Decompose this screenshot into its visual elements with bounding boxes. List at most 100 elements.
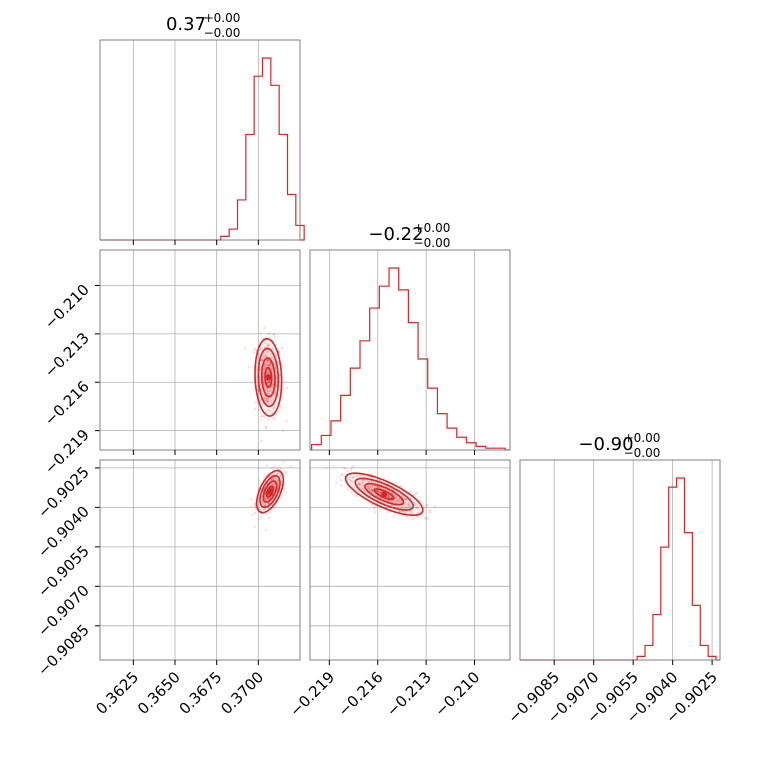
scatter-point [253, 505, 257, 508]
scatter-point [404, 497, 408, 501]
scatter-point [428, 509, 432, 512]
scatter-point [275, 473, 278, 476]
scatter-point [266, 364, 270, 368]
scatter-point [266, 358, 269, 361]
scatter-point [267, 408, 270, 412]
scatter-point [265, 363, 269, 366]
scatter-point [387, 499, 390, 502]
scatter-point [268, 362, 272, 365]
scatter-point [261, 500, 264, 503]
scatter-point [257, 518, 261, 521]
scatter-point [265, 362, 268, 365]
scatter-point [412, 493, 415, 497]
scatter-point [253, 503, 256, 506]
scatter-point [279, 467, 282, 470]
scatter-point [275, 376, 278, 380]
density-peak [265, 374, 272, 381]
scatter-point [272, 466, 276, 469]
scatter-point [368, 486, 371, 489]
scatter-point [275, 353, 278, 357]
scatter-point [276, 480, 279, 483]
scatter-point [374, 504, 377, 508]
scatter-point [269, 356, 273, 360]
scatter-point [265, 399, 268, 402]
scatter-point [264, 364, 267, 367]
scatter-point [396, 499, 399, 502]
scatter-point [266, 400, 270, 403]
scatter-point [360, 487, 363, 490]
scatter-point [358, 482, 361, 486]
scatter-point [274, 391, 277, 394]
scatter-point [418, 500, 422, 503]
scatter-point [410, 512, 414, 515]
scatter-point [267, 516, 270, 519]
scatter-point [398, 510, 401, 513]
scatter-point [260, 516, 263, 519]
scatter-point [268, 479, 272, 482]
scatter-point [271, 478, 274, 481]
scatter-point [278, 380, 281, 383]
scatter-point [266, 343, 269, 347]
scatter-point [285, 387, 288, 390]
scatter-point [371, 503, 374, 507]
scatter-point [244, 347, 247, 350]
scatter-point [260, 418, 263, 421]
scatter-point [371, 485, 374, 488]
panel-frame [309, 249, 511, 451]
scatter-point [265, 359, 269, 362]
scatter-point [351, 480, 354, 483]
scatter-point [271, 355, 274, 359]
scatter-point [274, 389, 277, 392]
scatter-point [409, 510, 412, 513]
scatter-point [424, 516, 427, 519]
scatter-point [261, 359, 264, 362]
scatter-point [399, 484, 402, 488]
scatter-point [367, 488, 370, 491]
scatter-point [271, 348, 274, 351]
scatter-point [429, 511, 432, 514]
scatter-point [399, 501, 402, 505]
scatter-point [270, 399, 273, 403]
scatter-point [378, 499, 381, 503]
scatter-point [416, 504, 419, 507]
title-upper-error: +0.00 [414, 221, 451, 235]
scatter-point [265, 401, 268, 404]
scatter-point [375, 489, 378, 492]
scatter-point [392, 515, 396, 518]
scatter-point [264, 355, 268, 358]
scatter-point [259, 348, 262, 352]
scatter-point [266, 359, 269, 362]
scatter-point [267, 506, 270, 509]
scatter-point [267, 418, 270, 422]
scatter-point [408, 504, 411, 508]
scatter-point [254, 401, 257, 404]
scatter-point [273, 483, 276, 486]
scatter-point [264, 397, 267, 400]
scatter-point [260, 415, 264, 418]
scatter-point [426, 503, 429, 506]
panel-frame [309, 459, 511, 661]
scatter-point [370, 480, 373, 483]
scatter-point [425, 504, 428, 508]
scatter-point [259, 332, 262, 335]
scatter-point [284, 470, 288, 473]
scatter-point [267, 493, 270, 497]
scatter-point [274, 365, 277, 368]
scatter-point [266, 359, 269, 362]
scatter-point [265, 371, 269, 375]
scatter-point [416, 507, 419, 510]
scatter-point [411, 517, 415, 520]
scatter-point [272, 478, 275, 481]
scatter-point [266, 360, 269, 364]
scatter-point [260, 439, 263, 442]
scatter-point [353, 494, 356, 497]
scatter-point [259, 398, 262, 401]
scatter-point [273, 477, 276, 480]
scatter-point [259, 399, 262, 403]
scatter-point [413, 502, 416, 505]
scatter-point [341, 472, 344, 476]
panel-title: −0.90 [578, 434, 633, 455]
scatter-point [255, 365, 258, 368]
scatter-point [278, 475, 281, 478]
scatter-point [284, 472, 287, 476]
